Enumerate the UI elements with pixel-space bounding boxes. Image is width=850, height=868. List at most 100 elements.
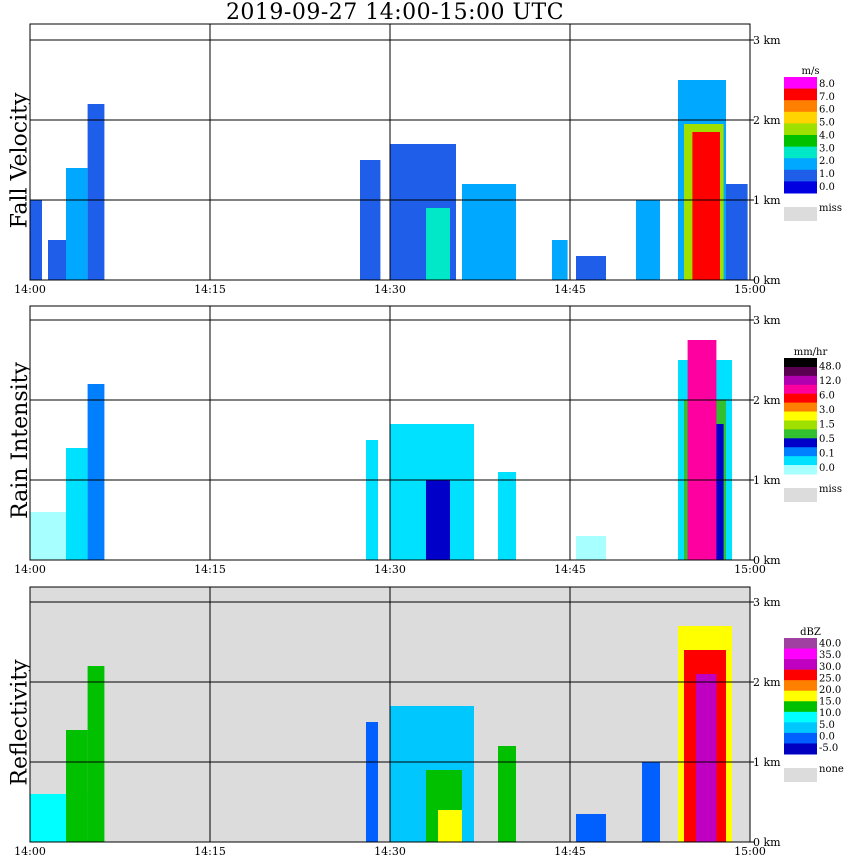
reflectivity-ytick-label: 1 km — [753, 756, 781, 769]
reflectivity-frame — [29, 586, 751, 843]
rain-intensity-colorbar-label: 0.5 — [819, 434, 835, 445]
fall-velocity-colorbar-swatch — [784, 158, 817, 171]
fall-velocity-ytick-label: 3 km — [753, 34, 781, 47]
fall-velocity-colorbar-label: 4.0 — [819, 130, 835, 141]
fall-velocity-ytick-label: 0 km — [753, 274, 781, 287]
rain-intensity-colorbar-swatch — [784, 447, 817, 457]
rain-intensity-xtick-label: 14:30 — [374, 563, 406, 576]
fall-velocity-frame — [29, 23, 751, 281]
reflectivity-colorbar-swatch — [784, 638, 817, 650]
reflectivity-colorbar-swatch — [784, 722, 817, 734]
reflectivity-ytick-label: 3 km — [753, 596, 781, 609]
rain-intensity-colorbar-label: 48.0 — [819, 362, 841, 373]
rain-intensity-colorbar-swatch — [784, 429, 817, 439]
rain-intensity-colorbar-label: 3.0 — [819, 405, 835, 416]
rain-intensity-colorbar-swatch — [784, 366, 817, 377]
reflectivity-colorbar-swatch — [784, 659, 817, 671]
fall-velocity-xtick-label: 14:00 — [14, 283, 46, 296]
figure-title: 2019-09-27 14:00-15:00 UTC — [225, 0, 565, 25]
reflectivity-colorbar-swatch — [784, 648, 817, 660]
rain-intensity-colorbar-swatch — [784, 358, 817, 368]
reflectivity-colorbar-label: -5.0 — [819, 743, 838, 754]
rain-intensity-colorbar-missing-swatch — [784, 488, 817, 502]
fall-velocity-ytick-label: 1 km — [753, 194, 781, 207]
rain-intensity-echo-feature — [87, 384, 105, 560]
fall-velocity-xtick-label: 14:15 — [194, 283, 226, 296]
reflectivity-xtick-label: 14:45 — [554, 845, 586, 858]
fall-velocity-colorbar-swatch — [784, 181, 817, 194]
fall-velocity-echo-feature — [692, 132, 720, 280]
reflectivity-echo-feature — [438, 810, 462, 842]
reflectivity-colorbar-swatch — [784, 711, 817, 723]
fall-velocity-colorbar-label: 1.0 — [819, 169, 835, 180]
fall-velocity-colorbar-label: 6.0 — [819, 105, 835, 116]
reflectivity-colorbar-label: 5.0 — [819, 720, 835, 731]
rain-intensity-ytick-label: 2 km — [753, 394, 781, 407]
reflectivity-ytick-label: 0 km — [753, 836, 781, 849]
rain-intensity-colorbar-swatch — [784, 384, 817, 395]
reflectivity-echo-feature — [696, 674, 717, 842]
reflectivity-colorbar-swatch — [784, 669, 817, 681]
reflectivity-echo-feature — [87, 666, 105, 842]
fall-velocity-colorbar-unit: m/s — [802, 66, 820, 77]
fall-velocity-ytick-label: 2 km — [753, 114, 781, 127]
rain-intensity-echo-feature — [66, 448, 88, 560]
rain-intensity-colorbar-label: 6.0 — [819, 391, 835, 402]
rain-intensity-xtick-label: 14:15 — [194, 563, 226, 576]
reflectivity-colorbar-label: 0.0 — [819, 731, 835, 742]
rain-intensity-colorbar-swatch — [784, 411, 817, 421]
fall-velocity-colorbar-missing-label: miss — [819, 203, 842, 214]
rain-intensity-colorbar-label: 0.1 — [819, 449, 835, 460]
fall-velocity-colorbar-label: 3.0 — [819, 143, 835, 154]
fall-velocity-colorbar-swatch — [784, 88, 817, 101]
reflectivity-colorbar-label: 25.0 — [819, 673, 841, 684]
fall-velocity-echo-feature — [576, 256, 606, 280]
rain-intensity-colorbar-swatch — [784, 393, 817, 404]
fall-velocity-colorbar-swatch — [784, 77, 817, 90]
reflectivity-colorbar-label: 10.0 — [819, 708, 841, 719]
rain-intensity-colorbar-missing-label: miss — [819, 484, 842, 495]
reflectivity-colorbar-label: 35.0 — [819, 650, 841, 661]
rain-intensity-colorbar-swatch — [784, 402, 817, 413]
fall-velocity-colorbar-label: 0.0 — [819, 182, 835, 193]
reflectivity-colorbar-swatch — [784, 732, 817, 744]
fall-velocity-colorbar-label: 8.0 — [819, 79, 835, 90]
rain-intensity-colorbar-swatch — [784, 438, 817, 448]
fall-velocity-xtick-label: 14:30 — [374, 283, 406, 296]
fall-velocity-colorbar-swatch — [784, 111, 817, 124]
reflectivity-xtick-label: 14:00 — [14, 845, 46, 858]
fall-velocity-colorbar-swatch — [784, 135, 817, 148]
rain-intensity-colorbar-unit: mm/hr — [794, 347, 828, 358]
rain-intensity-colorbar-label: 1.5 — [819, 420, 835, 431]
reflectivity-colorbar-swatch — [784, 680, 817, 692]
rain-intensity-ytick-label: 0 km — [753, 554, 781, 567]
reflectivity-colorbar-swatch — [784, 701, 817, 713]
fall-velocity-echo-feature — [360, 160, 381, 280]
fall-velocity-colorbar-swatch — [784, 100, 817, 113]
reflectivity-colorbar-label: 30.0 — [819, 662, 841, 673]
fall-velocity-echo-feature — [552, 240, 568, 280]
rain-intensity-xtick-label: 14:00 — [14, 563, 46, 576]
fall-velocity-xtick-label: 15:00 — [734, 283, 766, 296]
rain-intensity-echo-feature — [498, 472, 516, 560]
rain-intensity-colorbar-swatch — [784, 456, 817, 466]
reflectivity-colorbar-missing-swatch — [784, 768, 817, 782]
reflectivity-colorbar-swatch — [784, 743, 817, 755]
reflectivity-colorbar-label: 15.0 — [819, 697, 841, 708]
fall-velocity-colorbar-swatch — [784, 123, 817, 136]
reflectivity-colorbar-swatch — [784, 690, 817, 702]
rain-intensity-echo-feature — [576, 536, 606, 560]
reflectivity-colorbar-unit: dBZ — [800, 627, 821, 638]
reflectivity-colorbar-label: 40.0 — [819, 639, 841, 650]
fall-velocity-colorbar-swatch — [784, 169, 817, 182]
rain-intensity-colorbar-swatch — [784, 465, 817, 475]
reflectivity-echo-feature — [576, 814, 606, 842]
reflectivity-xtick-label: 14:15 — [194, 845, 226, 858]
fall-velocity-colorbar-missing-swatch — [784, 207, 817, 221]
rain-intensity-colorbar-label: 12.0 — [819, 376, 841, 387]
reflectivity-ytick-label: 2 km — [753, 676, 781, 689]
fall-velocity-colorbar-swatch — [784, 146, 817, 159]
fall-velocity-colorbar-label: 2.0 — [819, 156, 835, 167]
fall-velocity-echo-feature — [87, 104, 105, 280]
